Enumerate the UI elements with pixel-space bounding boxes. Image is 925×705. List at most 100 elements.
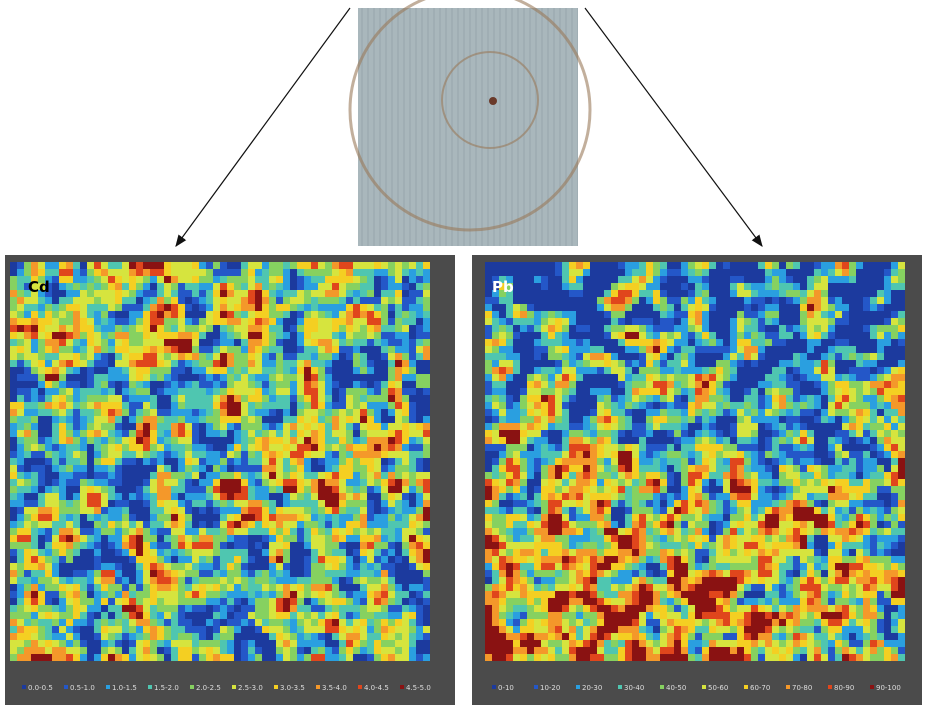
heatmap-cell (31, 486, 38, 493)
heatmap-cell (402, 479, 409, 486)
heatmap-cell (681, 437, 688, 444)
heatmap-cell (31, 360, 38, 367)
heatmap-cell (423, 430, 430, 437)
heatmap-cell (150, 304, 157, 311)
heatmap-cell (304, 626, 311, 633)
heatmap-cell (115, 437, 122, 444)
heatmap-cell (367, 570, 374, 577)
heatmap-cell (304, 360, 311, 367)
heatmap-cell (381, 290, 388, 297)
heatmap-cell (80, 381, 87, 388)
heatmap-cell (143, 332, 150, 339)
heatmap-cell (360, 381, 367, 388)
heatmap-cell (255, 304, 262, 311)
heatmap-cell (241, 388, 248, 395)
heatmap-cell (346, 507, 353, 514)
heatmap-cell (416, 283, 423, 290)
heatmap-cell (220, 311, 227, 318)
heatmap-cell (353, 563, 360, 570)
heatmap-cell (898, 437, 905, 444)
heatmap-cell (241, 577, 248, 584)
heatmap-cell (360, 647, 367, 654)
heatmap-cell (129, 640, 136, 647)
heatmap-cell (534, 318, 541, 325)
heatmap-cell (262, 598, 269, 605)
heatmap-cell (513, 311, 520, 318)
heatmap-cell (199, 598, 206, 605)
heatmap-cell (24, 563, 31, 570)
heatmap-cell (870, 395, 877, 402)
heatmap-cell (318, 591, 325, 598)
heatmap-cell (339, 584, 346, 591)
heatmap-cell (409, 549, 416, 556)
heatmap-cell (374, 262, 381, 269)
heatmap-cell (59, 416, 66, 423)
heatmap-cell (206, 500, 213, 507)
heatmap-cell (213, 647, 220, 654)
heatmap-cell (548, 409, 555, 416)
heatmap-cell (17, 437, 24, 444)
heatmap-cell (758, 290, 765, 297)
heatmap-cell (898, 346, 905, 353)
heatmap-cell (38, 311, 45, 318)
heatmap-cell (625, 346, 632, 353)
heatmap-cell (318, 493, 325, 500)
heatmap-cell (311, 437, 318, 444)
heatmap-cell (388, 346, 395, 353)
heatmap-cell (388, 619, 395, 626)
heatmap-cell (793, 304, 800, 311)
heatmap-cell (276, 612, 283, 619)
heatmap-cell (164, 402, 171, 409)
heatmap-cell (24, 297, 31, 304)
heatmap-cell (388, 584, 395, 591)
heatmap-cell (66, 500, 73, 507)
heatmap-cell (325, 318, 332, 325)
heatmap-cell (185, 507, 192, 514)
heatmap-cell (800, 304, 807, 311)
heatmap-cell (534, 437, 541, 444)
heatmap-cell (283, 311, 290, 318)
heatmap-cell (150, 577, 157, 584)
heatmap-cell (80, 409, 87, 416)
heatmap-cell (877, 346, 884, 353)
heatmap-cell (73, 542, 80, 549)
heatmap-cell (569, 423, 576, 430)
heatmap-cell (842, 325, 849, 332)
heatmap-cell (597, 276, 604, 283)
heatmap-cell (108, 647, 115, 654)
heatmap-cell (786, 276, 793, 283)
heatmap-cell (828, 437, 835, 444)
heatmap-cell (332, 507, 339, 514)
heatmap-cell (353, 360, 360, 367)
heatmap-cell (765, 360, 772, 367)
heatmap-cell (821, 402, 828, 409)
heatmap-cell (143, 402, 150, 409)
heatmap-cell (122, 318, 129, 325)
heatmap-cell (527, 346, 534, 353)
heatmap-cell (164, 339, 171, 346)
heatmap-cell (304, 402, 311, 409)
heatmap-cell (311, 367, 318, 374)
heatmap-cell (80, 465, 87, 472)
heatmap-cell (332, 437, 339, 444)
heatmap-cell (115, 493, 122, 500)
heatmap-cell (325, 437, 332, 444)
heatmap-cell (800, 360, 807, 367)
heatmap-cell (108, 374, 115, 381)
heatmap-cell (353, 640, 360, 647)
heatmap-cell (402, 570, 409, 577)
heatmap-cell (381, 619, 388, 626)
heatmap-cell (555, 444, 562, 451)
heatmap-cell (227, 381, 234, 388)
heatmap-cell (185, 654, 192, 661)
heatmap-cell (262, 521, 269, 528)
heatmap-cell (178, 647, 185, 654)
heatmap-cell (562, 346, 569, 353)
heatmap-cell (10, 374, 17, 381)
heatmap-cell (534, 360, 541, 367)
heatmap-cell (38, 605, 45, 612)
heatmap-cell (709, 262, 716, 269)
heatmap-cell (150, 458, 157, 465)
heatmap-cell (765, 325, 772, 332)
heatmap-cell (290, 514, 297, 521)
